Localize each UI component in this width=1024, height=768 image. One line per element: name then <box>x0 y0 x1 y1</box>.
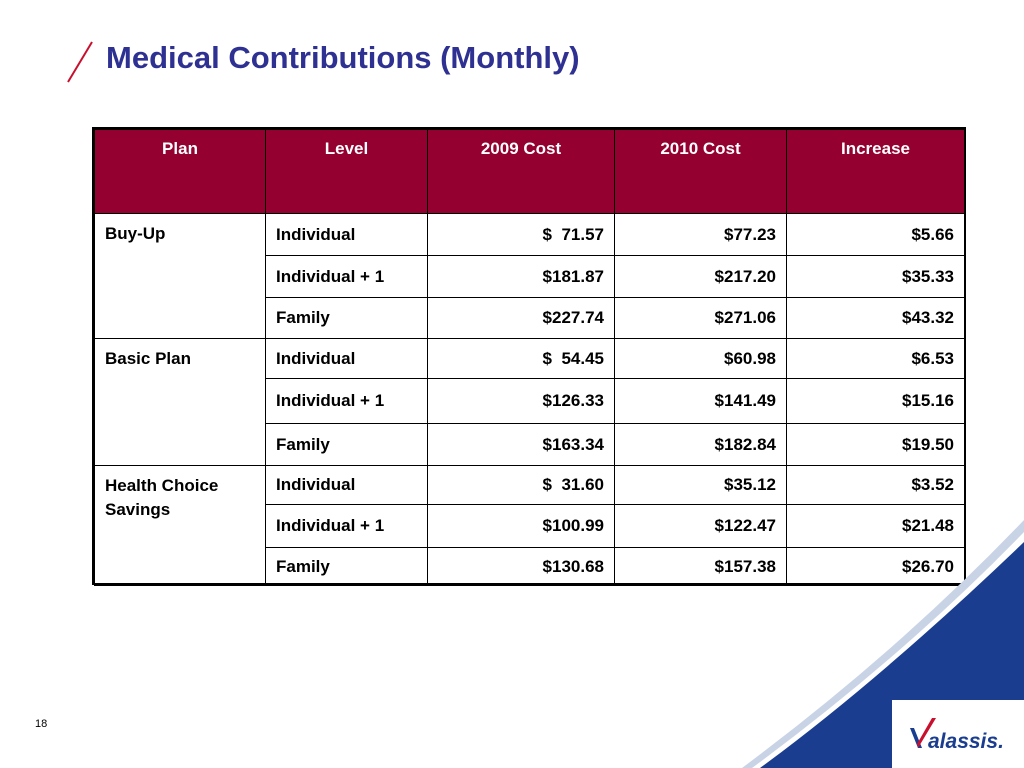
header-2009-cost: 2009 Cost <box>427 129 615 214</box>
table-row: Family $163.34 $182.84 $19.50 <box>95 423 965 466</box>
cost-2009-cell: $126.33 <box>427 378 615 424</box>
level-cell: Individual <box>265 213 428 256</box>
level-cell: Individual <box>265 338 428 379</box>
header-increase: Increase <box>786 129 965 214</box>
header-plan: Plan <box>94 129 266 214</box>
page-number: 18 <box>35 718 48 730</box>
cost-2010-cell: $77.23 <box>614 213 787 256</box>
level-cell: Individual + 1 <box>265 255 428 298</box>
contributions-table: Plan Level 2009 Cost 2010 Cost Increase … <box>94 129 965 586</box>
level-cell: Individual + 1 <box>265 504 428 548</box>
cost-2010-cell: $35.12 <box>614 465 787 505</box>
table-row: Health Choice Savings Individual $ 31.60… <box>94 465 965 586</box>
plan-name-cell: Buy-Up <box>94 213 266 339</box>
increase-cell: $3.52 <box>786 465 965 505</box>
cost-2010-cell: $271.06 <box>614 297 787 339</box>
header-2010-cost: 2010 Cost <box>614 129 787 214</box>
cost-2010-cell: $157.38 <box>614 547 787 586</box>
increase-cell: $35.33 <box>786 255 965 298</box>
table-header-row: Plan Level 2009 Cost 2010 Cost Increase <box>94 129 965 214</box>
slide-title: Medical Contributions (Monthly) <box>106 40 580 75</box>
level-cell: Family <box>265 423 428 466</box>
level-cell: Family <box>265 547 428 586</box>
plan-name-cell: Basic Plan <box>94 338 266 466</box>
cost-2009-cell: $ 31.60 <box>427 465 615 505</box>
svg-text:alassis.: alassis. <box>928 730 1004 753</box>
cost-2009-cell: $130.68 <box>427 547 615 586</box>
plan-name-cell: Health Choice Savings <box>94 465 266 586</box>
cost-2009-cell: $ 54.45 <box>427 338 615 379</box>
cost-2010-cell: $141.49 <box>614 378 787 424</box>
cost-2009-cell: $ 71.57 <box>427 213 615 256</box>
table-row: Basic Plan Individual $ 54.45 $60.98 $6.… <box>94 338 965 466</box>
table-row: Individual + 1 $181.87 $217.20 $35.33 <box>95 255 965 298</box>
cost-2010-cell: $122.47 <box>614 504 787 548</box>
cost-2009-cell: $227.74 <box>427 297 615 339</box>
contributions-table-container: Plan Level 2009 Cost 2010 Cost Increase … <box>92 127 966 586</box>
header-level: Level <box>265 129 428 214</box>
title-slash-decoration <box>67 41 93 83</box>
increase-cell: $5.66 <box>786 213 965 256</box>
increase-cell: $19.50 <box>786 423 965 466</box>
increase-cell: $26.70 <box>786 547 965 586</box>
table-row: Family $130.68 $157.38 $26.70 <box>95 547 965 586</box>
table-row: Buy-Up Individual $ 71.57 $77.23 $5.66 <box>94 213 965 339</box>
increase-cell: $6.53 <box>786 338 965 379</box>
increase-cell: $21.48 <box>786 504 965 548</box>
level-cell: Individual + 1 <box>265 378 428 424</box>
level-cell: Family <box>265 297 428 339</box>
valassis-logo: alassis. <box>910 718 1004 753</box>
